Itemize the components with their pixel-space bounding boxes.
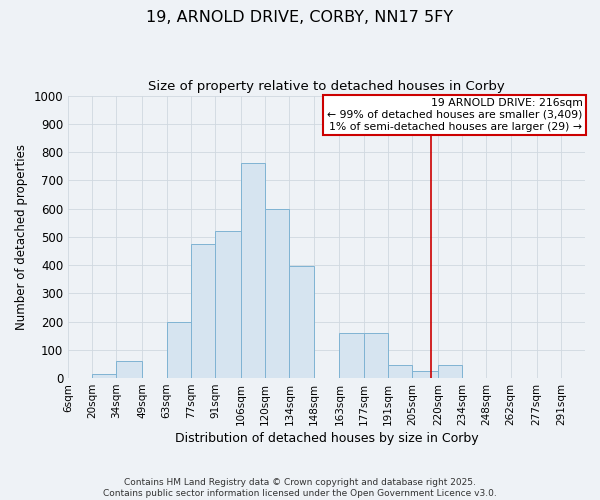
- Bar: [241, 164, 265, 378]
- Y-axis label: Number of detached properties: Number of detached properties: [15, 144, 28, 330]
- Bar: [388, 366, 412, 378]
- Title: Size of property relative to detached houses in Corby: Size of property relative to detached ho…: [148, 80, 505, 93]
- Text: 19 ARNOLD DRIVE: 216sqm
← 99% of detached houses are smaller (3,409)
1% of semi-: 19 ARNOLD DRIVE: 216sqm ← 99% of detache…: [327, 98, 583, 132]
- Bar: [116, 361, 142, 378]
- Text: 19, ARNOLD DRIVE, CORBY, NN17 5FY: 19, ARNOLD DRIVE, CORBY, NN17 5FY: [146, 10, 454, 25]
- Bar: [191, 244, 215, 378]
- Bar: [438, 366, 462, 378]
- Bar: [92, 374, 116, 378]
- Bar: [340, 333, 364, 378]
- Bar: [289, 266, 314, 378]
- Bar: [412, 371, 438, 378]
- Bar: [364, 333, 388, 378]
- Text: Contains HM Land Registry data © Crown copyright and database right 2025.
Contai: Contains HM Land Registry data © Crown c…: [103, 478, 497, 498]
- X-axis label: Distribution of detached houses by size in Corby: Distribution of detached houses by size …: [175, 432, 478, 445]
- Bar: [167, 322, 191, 378]
- Bar: [265, 208, 289, 378]
- Bar: [215, 231, 241, 378]
